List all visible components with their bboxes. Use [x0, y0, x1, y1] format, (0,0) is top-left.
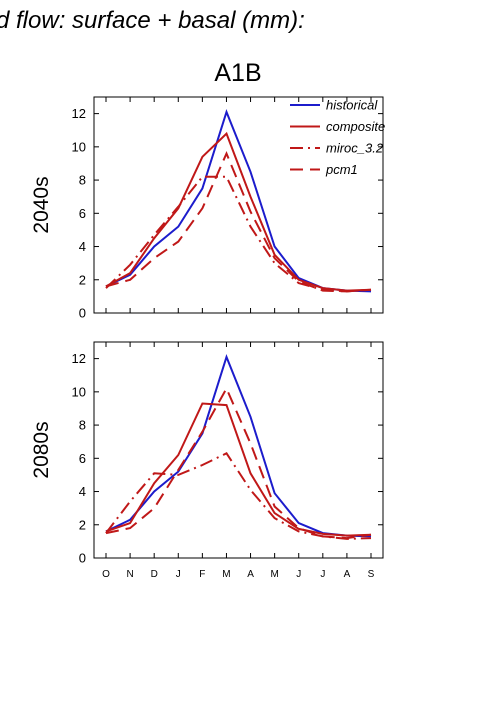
chart-panels: 2040s 0 2 4 6 8 10 12 historical composite miroc_3…: [30, 96, 385, 580]
row-label: 2080s: [30, 421, 53, 478]
y-tick-label: 12: [72, 351, 86, 366]
plot-frame: [93, 341, 384, 559]
y-tick-label: 0: [79, 306, 86, 321]
figure-title: d flow: surface + basal (mm):: [0, 7, 305, 34]
scenario-title: A1B: [214, 59, 261, 87]
x-tick-label: O: [102, 569, 110, 580]
x-tick-label: J: [296, 569, 301, 580]
y-tick-label: 10: [72, 384, 86, 399]
y-tick-label: 6: [79, 451, 86, 466]
series-line-miroc-3-2: [105, 175, 372, 293]
y-tick-label: 8: [79, 173, 86, 188]
x-tick-label: M: [222, 569, 230, 580]
series-line-pcm1: [105, 386, 372, 540]
legend-label: composite: [326, 119, 385, 134]
y-tick-label: 0: [79, 551, 86, 566]
series-line-composite: [105, 131, 372, 292]
y-tick-label: 12: [72, 106, 86, 121]
series-line-composite: [105, 402, 372, 537]
plot-frame: [93, 96, 384, 314]
y-tick-label: 2: [79, 517, 86, 532]
legend-label: pcm1: [325, 162, 358, 177]
y-tick-label: 2: [79, 272, 86, 287]
y-tick-label: 10: [72, 139, 86, 154]
x-tick-label: N: [126, 569, 133, 580]
series-line-miroc-3-2: [105, 452, 372, 540]
series-line-pcm1: [105, 150, 372, 293]
x-tick-label: J: [320, 569, 325, 580]
y-tick-label: 8: [79, 418, 86, 433]
x-tick-label: D: [151, 569, 158, 580]
chart-panel-2040s: 2040s 0 2 4 6 8 10 12 historical composite miroc_3…: [30, 96, 385, 321]
row-label: 2040s: [30, 176, 53, 233]
y-tick-label: 4: [79, 484, 86, 499]
x-tick-label: S: [368, 569, 375, 580]
x-tick-label: A: [247, 569, 254, 580]
chart-panel-2080s: 2080s 0 2 4 6 8 10 12 O N D J F M A M J J A S: [30, 341, 384, 580]
series-line-historical: [105, 354, 372, 538]
x-tick-label: M: [270, 569, 278, 580]
y-tick-label: 4: [79, 239, 86, 254]
x-tick-label: J: [176, 569, 181, 580]
x-tick-label: A: [344, 569, 351, 580]
x-tick-label: F: [199, 569, 205, 580]
legend-label: historical: [326, 98, 378, 113]
y-tick-label: 6: [79, 206, 86, 221]
legend-label: miroc_3.2: [326, 141, 384, 156]
